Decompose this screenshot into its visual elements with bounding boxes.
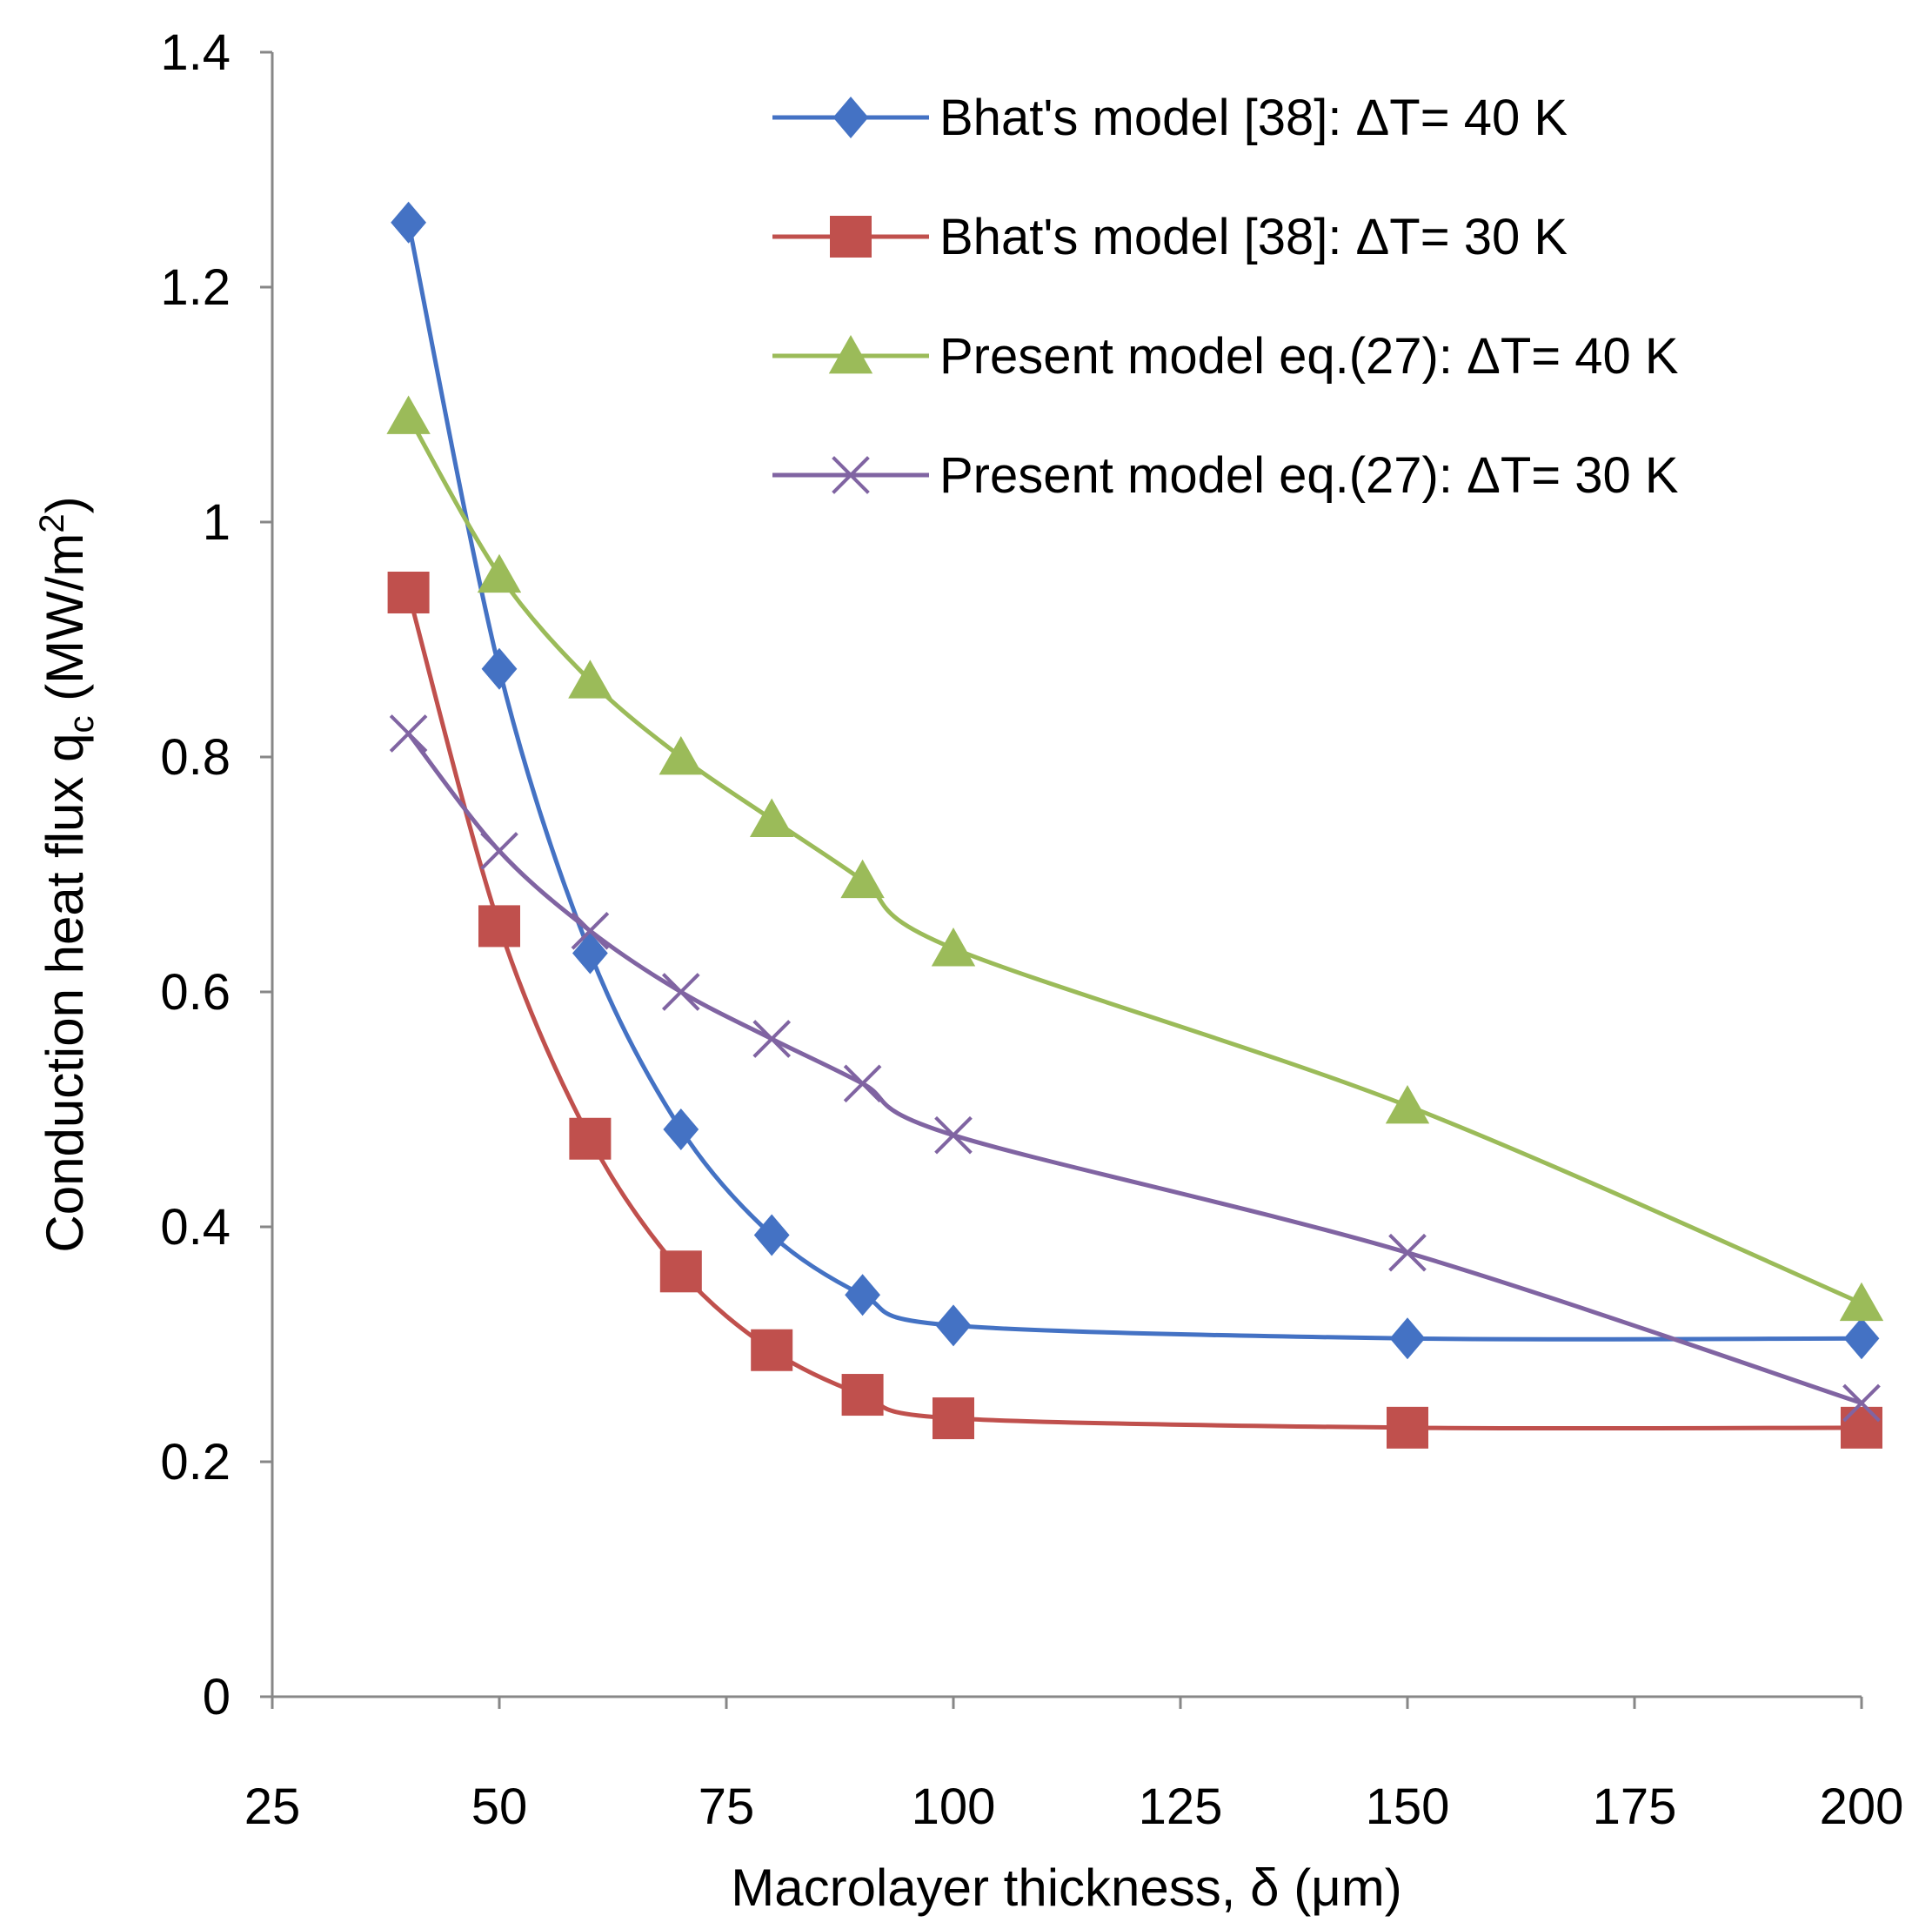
series-2-point (1387, 1406, 1428, 1449)
series-2-point (478, 905, 520, 948)
series-3-point (568, 660, 612, 699)
y-tick-label: 0.2 (160, 1434, 231, 1490)
series-4-point (480, 832, 518, 870)
legend-swatch-marker (830, 216, 872, 258)
series-1-point (1389, 1317, 1426, 1360)
series-2-point (841, 1374, 884, 1417)
series-3-point (658, 736, 703, 775)
y-tick-label: 0.4 (160, 1199, 231, 1256)
legend-label: Present model eq.(27): ΔT= 30 K (939, 447, 1679, 504)
series-1-point (572, 932, 608, 975)
series-3-line (406, 415, 1862, 1306)
legend: Bhat's model [38]: ΔT= 40 K Bhat's model … (772, 90, 1679, 504)
legend-label: Bhat's model [38]: ΔT= 40 K (939, 90, 1568, 146)
series-4-point (843, 1064, 882, 1103)
series-3-point (840, 859, 885, 899)
x-tick-label: 50 (471, 1778, 528, 1835)
x-tick-label: 175 (1593, 1778, 1677, 1835)
series-1-point (391, 201, 426, 244)
y-tick-label: 0.6 (160, 964, 231, 1021)
y-tick-label: 0.8 (160, 729, 231, 786)
series-4-point (389, 714, 428, 753)
series-2-point (569, 1117, 612, 1160)
legend-swatch-marker (832, 97, 869, 138)
y-axis-title-subscript: c (63, 716, 101, 733)
series-3-point (931, 928, 976, 967)
series-1-point (663, 1108, 699, 1150)
series-4-line (406, 732, 1862, 1405)
y-axis-title-unit: (MW/m (36, 533, 94, 716)
series-1-point (481, 647, 518, 690)
y-tick-label: 1 (203, 494, 231, 551)
legend-swatch-marker (832, 456, 870, 494)
series-1-point (845, 1274, 880, 1316)
legend-item-3: Present model eq.(27): ΔT= 40 K (772, 328, 1679, 385)
series-2-point (751, 1329, 793, 1371)
series-4-point (752, 1020, 792, 1058)
series-4-point (661, 973, 700, 1011)
series-1-point (753, 1214, 790, 1256)
x-tick-label: 25 (244, 1778, 301, 1835)
series-3 (386, 395, 1884, 1322)
axes (271, 52, 1862, 1698)
series-1-point (935, 1304, 972, 1347)
y-tick-label: 0 (203, 1669, 231, 1725)
legend-label: Bhat's model [38]: ΔT= 30 K (939, 209, 1568, 265)
y-axis-title: Conduction heat flux qc (MW/m2) (33, 496, 101, 1252)
series-4 (389, 714, 1881, 1423)
y-tick-label: 1.2 (160, 259, 231, 316)
series-2-point (387, 572, 430, 613)
x-tick-label: 150 (1366, 1778, 1450, 1835)
legend-item-2: Bhat's model [38]: ΔT= 30 K (772, 209, 1568, 265)
series-4-point (571, 911, 610, 950)
legend-label: Present model eq.(27): ΔT= 40 K (939, 328, 1679, 385)
x-tick-label: 200 (1820, 1778, 1904, 1835)
series-3-point (1839, 1282, 1884, 1322)
series-4-point (1842, 1383, 1881, 1423)
series-2-point (1841, 1406, 1882, 1449)
legend-swatch-marker (828, 335, 873, 374)
series-3-point (477, 553, 522, 593)
series-2-point (659, 1250, 702, 1293)
series-1 (391, 201, 1880, 1360)
y-axis-title-unit-close: ) (36, 496, 94, 513)
x-tick-label: 100 (912, 1778, 996, 1835)
series-1-line (406, 222, 1862, 1342)
series-2 (387, 572, 1882, 1449)
series-3-point (386, 395, 431, 434)
series-2-point (933, 1397, 974, 1440)
y-tick-label: 1.4 (160, 24, 231, 81)
y-axis-title-main: Conduction heat flux q (36, 733, 94, 1253)
series-4-point (934, 1115, 973, 1155)
x-axis-title: Macrolayer thickness, δ (μm) (731, 1859, 1401, 1917)
series-1-point (1843, 1317, 1880, 1360)
x-tick-label: 125 (1139, 1778, 1223, 1835)
legend-item-1: Bhat's model [38]: ΔT= 40 K (772, 90, 1568, 146)
series-4-point (1388, 1233, 1427, 1272)
legend-item-4: Present model eq.(27): ΔT= 30 K (772, 447, 1679, 504)
series-layer (386, 201, 1884, 1449)
x-tick-label: 75 (699, 1778, 755, 1835)
series-3-point (750, 798, 794, 837)
y-axis-title-superscript: 2 (33, 513, 71, 532)
series-3-point (1385, 1084, 1430, 1124)
ticks: 0 0.2 0.4 0.6 0.8 1 1.2 1.4 25 50 75 100 125 150 175 20… (160, 24, 1903, 1835)
